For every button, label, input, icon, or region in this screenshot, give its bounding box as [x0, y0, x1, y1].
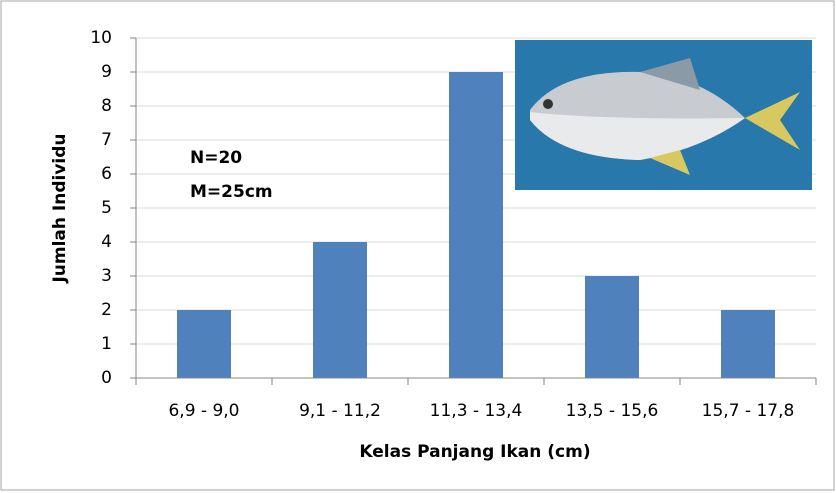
y-tick-label: 5: [101, 198, 112, 218]
x-tick-label: 9,1 - 11,2: [299, 401, 381, 421]
x-tick-label: 11,3 - 13,4: [430, 401, 523, 421]
y-tick-label: 10: [90, 28, 112, 48]
y-tick-label: 4: [101, 232, 112, 252]
y-tick-label: 0: [101, 368, 112, 388]
y-tick-label: 3: [101, 266, 112, 286]
fish-photo: [515, 40, 812, 190]
y-tick-label: 9: [101, 62, 112, 82]
x-tick-label: 6,9 - 9,0: [168, 401, 239, 421]
bar: [721, 310, 775, 378]
x-tick-label: 15,7 - 17,8: [702, 401, 795, 421]
y-tick-label: 8: [101, 96, 112, 116]
y-tick-label: 6: [101, 164, 112, 184]
bar: [585, 276, 639, 378]
y-tick-label: 1: [101, 334, 112, 354]
bar: [177, 310, 231, 378]
y-tick-label: 7: [101, 130, 112, 150]
x-axis-title: Kelas Panjang Ikan (cm): [359, 442, 590, 462]
y-axis-title: Jumlah Individu: [50, 133, 70, 283]
annotation: M=25cm: [190, 182, 273, 202]
x-tick-label: 13,5 - 15,6: [566, 401, 659, 421]
bar: [449, 72, 503, 378]
y-tick-label: 2: [101, 300, 112, 320]
marks: [177, 72, 775, 378]
bar: [313, 242, 367, 378]
annotation: N=20: [190, 148, 242, 168]
